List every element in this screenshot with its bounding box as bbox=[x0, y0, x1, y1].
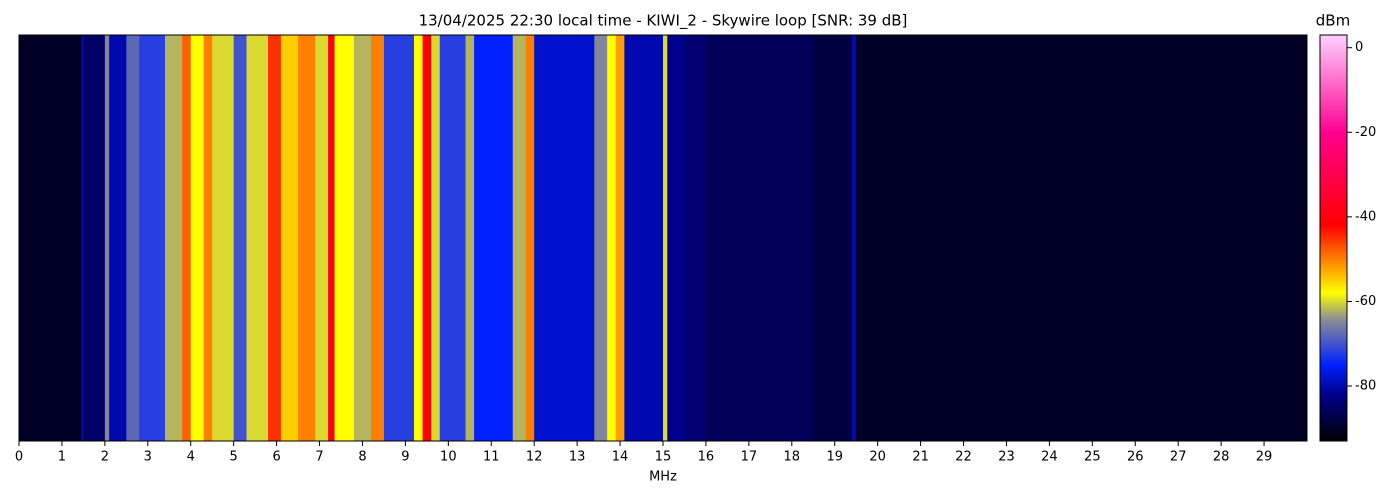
x-tick-label: 2 bbox=[101, 450, 109, 465]
spectrum-band bbox=[534, 35, 595, 441]
spectrum-band bbox=[203, 35, 213, 441]
spectrum-band bbox=[383, 35, 415, 441]
x-tick-label: 27 bbox=[1170, 450, 1187, 465]
x-tick-label: 20 bbox=[869, 450, 886, 465]
spectrum-band bbox=[856, 35, 1308, 441]
spectrum-band bbox=[705, 35, 814, 441]
x-tick-label: 5 bbox=[230, 450, 238, 465]
spectrum-band bbox=[667, 35, 685, 441]
spectrum-band bbox=[512, 35, 526, 441]
spectrum-band bbox=[81, 35, 84, 441]
x-tick-label: 17 bbox=[741, 450, 758, 465]
x-tick-label: 15 bbox=[655, 450, 672, 465]
spectrum-band bbox=[465, 35, 475, 441]
plot-area bbox=[19, 35, 1308, 441]
spectrum-band bbox=[190, 35, 204, 441]
x-tick-label: 6 bbox=[272, 450, 280, 465]
x-tick-label: 4 bbox=[187, 450, 195, 465]
x-tick-label: 24 bbox=[1041, 450, 1058, 465]
colorbar bbox=[1319, 34, 1348, 442]
spectrum-band bbox=[298, 35, 316, 441]
x-tick-label: 18 bbox=[784, 450, 801, 465]
x-tick-label: 28 bbox=[1213, 450, 1230, 465]
spectrum-band bbox=[474, 35, 514, 441]
spectrum-band bbox=[813, 35, 853, 441]
spectrum-band bbox=[139, 35, 166, 441]
spectrum-band bbox=[422, 35, 432, 441]
spectrum-band bbox=[413, 35, 423, 441]
spectrum-band bbox=[126, 35, 140, 441]
spectrum-band bbox=[851, 35, 857, 441]
x-tick-label: 22 bbox=[955, 450, 972, 465]
x-tick-label: 9 bbox=[401, 450, 409, 465]
spectrum-band bbox=[164, 35, 183, 441]
spectrum-band bbox=[663, 35, 668, 441]
x-tick-label: 3 bbox=[144, 450, 152, 465]
spectrum-band bbox=[315, 35, 329, 441]
chart-title: 13/04/2025 22:30 local time - KIWI_2 - S… bbox=[419, 12, 908, 31]
colorbar-tick-label: -20 bbox=[1355, 125, 1376, 140]
spectrum-band bbox=[439, 35, 466, 441]
x-tick-label: 14 bbox=[612, 450, 629, 465]
x-tick-label: 1 bbox=[58, 450, 66, 465]
x-tick-label: 8 bbox=[358, 450, 366, 465]
spectrum-band bbox=[353, 35, 372, 441]
spectrum-band bbox=[525, 35, 535, 441]
colorbar-tick-label: -60 bbox=[1355, 294, 1376, 309]
spectrum-band bbox=[624, 35, 664, 441]
x-tick-label: 25 bbox=[1084, 450, 1101, 465]
x-tick-label: 19 bbox=[826, 450, 843, 465]
spectrum-band bbox=[684, 35, 707, 441]
spectrum-band bbox=[371, 35, 385, 441]
colorbar-tick-label: 0 bbox=[1355, 40, 1363, 55]
colorbar-tick-label: -40 bbox=[1355, 209, 1376, 224]
x-tick-label: 16 bbox=[698, 450, 715, 465]
x-tick-label: 13 bbox=[569, 450, 586, 465]
spectrum-band bbox=[246, 35, 269, 441]
x-tick-label: 29 bbox=[1256, 450, 1273, 465]
spectrum-band bbox=[182, 35, 192, 441]
spectrum-band bbox=[233, 35, 247, 441]
x-tick-label: 7 bbox=[315, 450, 323, 465]
spectrum-band bbox=[607, 35, 617, 441]
spectrum-band bbox=[615, 35, 625, 441]
x-tick-label: 26 bbox=[1127, 450, 1144, 465]
spectrum-band bbox=[334, 35, 355, 441]
colorbar-tick-label: -80 bbox=[1355, 379, 1376, 394]
x-tick-label: 12 bbox=[526, 450, 543, 465]
spectrum-band bbox=[19, 35, 82, 441]
x-tick-label: 11 bbox=[483, 450, 500, 465]
spectrum-band bbox=[328, 35, 335, 441]
spectrum-band bbox=[594, 35, 608, 441]
spectrum-band bbox=[104, 35, 110, 441]
spectrum-band bbox=[431, 35, 441, 441]
colorbar-label: dBm bbox=[1316, 12, 1350, 30]
x-tick-label: 10 bbox=[440, 450, 457, 465]
x-tick-label: 21 bbox=[912, 450, 929, 465]
spectrum-band bbox=[280, 35, 299, 441]
x-axis-label: MHz bbox=[649, 470, 677, 485]
spectrum-band bbox=[268, 35, 282, 441]
x-tick-label: 0 bbox=[15, 450, 23, 465]
x-tick-label: 23 bbox=[998, 450, 1015, 465]
spectrum-band bbox=[109, 35, 127, 441]
spectrum-band bbox=[212, 35, 234, 441]
spectrum-band bbox=[83, 35, 106, 441]
